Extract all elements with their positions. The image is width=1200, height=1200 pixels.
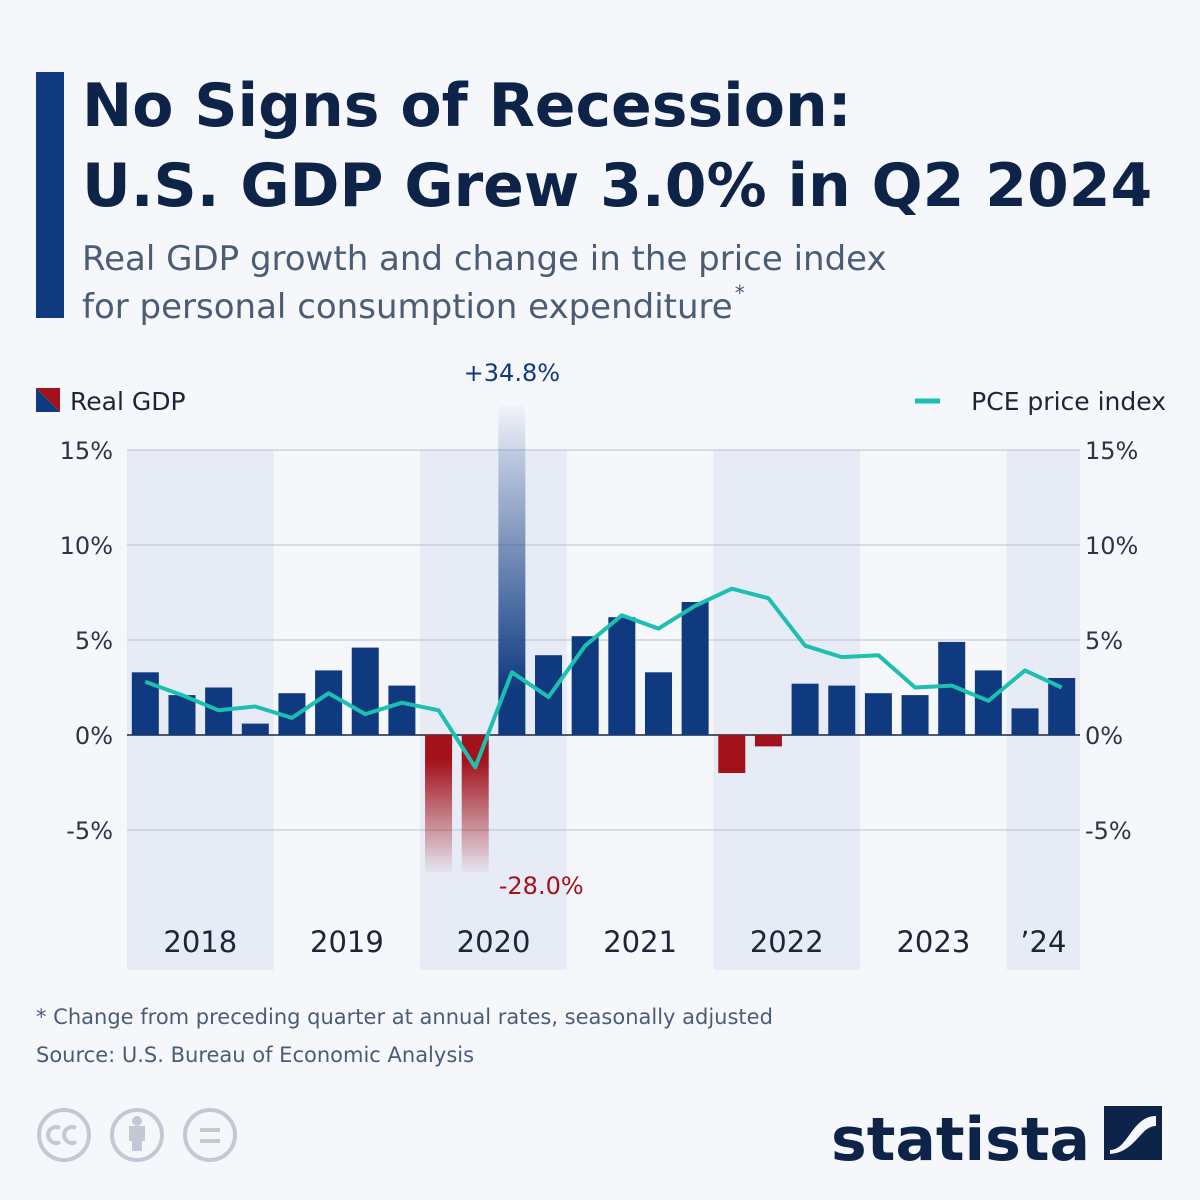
- x-group-label: 2018: [163, 925, 237, 959]
- bar: [168, 695, 196, 735]
- bar: [828, 685, 856, 735]
- bar: [754, 735, 782, 747]
- data-label: +34.8%: [464, 359, 560, 387]
- bar: [571, 636, 599, 735]
- bar: [864, 693, 892, 735]
- x-group-label: 2023: [896, 925, 970, 959]
- source: Source: U.S. Bureau of Economic Analysis: [36, 1043, 474, 1067]
- bar: [1011, 708, 1039, 735]
- by-icon: [110, 1108, 164, 1162]
- subtitle-note: *: [735, 281, 745, 305]
- bar: [241, 723, 269, 735]
- footnote: * Change from preceding quarter at annua…: [36, 1005, 773, 1029]
- legend-label: PCE price index: [971, 387, 1166, 416]
- bar: [681, 602, 709, 735]
- bar: [498, 405, 526, 735]
- y-tick-label: 0%: [75, 722, 113, 750]
- legend-swatch: [36, 388, 60, 412]
- chart-title: No Signs of Recession:: [82, 71, 852, 141]
- legend-label: Real GDP: [70, 387, 186, 416]
- bar: [131, 672, 159, 735]
- by-icon: [132, 1116, 142, 1126]
- license-icons: [37, 1108, 237, 1162]
- nd-icon: [200, 1128, 220, 1143]
- y-tick-label: 15%: [60, 437, 113, 465]
- cc-icon: [37, 1108, 91, 1162]
- y2-tick-label: -5%: [1085, 817, 1132, 845]
- bar: [644, 672, 672, 735]
- y2-tick-label: 15%: [1085, 437, 1138, 465]
- x-group-label: 2019: [310, 925, 384, 959]
- chart-subtitle: Real GDP growth and change in the price …: [82, 239, 887, 279]
- y-tick-label: -5%: [66, 817, 113, 845]
- bar: [425, 735, 453, 872]
- x-group-label: 2022: [750, 925, 824, 959]
- bar: [461, 735, 489, 872]
- legend: Real GDP PCE price index: [36, 387, 1166, 416]
- chart-title: U.S. GDP Grew 3.0% in Q2 2024: [82, 151, 1152, 221]
- brand-logo: statista: [831, 1105, 1090, 1175]
- y-tick-label: 5%: [75, 627, 113, 655]
- plot-area: 2018 2019 2020 2021 2022 2023 ’24 -5% 0% 5% 10% 15%…: [60, 359, 1138, 970]
- bar: [791, 683, 819, 735]
- x-group-label: 2021: [603, 925, 677, 959]
- y2-tick-label: 5%: [1085, 627, 1123, 655]
- brand-icon: [1110, 1116, 1156, 1154]
- bar: [315, 670, 343, 735]
- y2-tick-label: 10%: [1085, 532, 1138, 560]
- data-label: -28.0%: [499, 872, 584, 900]
- x-group-label: ’24: [1020, 925, 1066, 959]
- by-icon: [129, 1126, 145, 1151]
- nd-icon: [183, 1108, 237, 1162]
- x-group-label: 2020: [457, 925, 531, 959]
- bar: [351, 647, 379, 735]
- bar: [608, 617, 636, 735]
- y-tick-label: 10%: [60, 532, 113, 560]
- y2-tick-label: 0%: [1085, 722, 1123, 750]
- bar: [388, 685, 416, 735]
- title-accent: [36, 72, 64, 318]
- bar: [901, 695, 929, 735]
- cc-icon: [46, 1125, 77, 1145]
- line: [144, 586, 1063, 770]
- bar: [718, 735, 746, 773]
- chart-subtitle: for personal consumption expenditure: [82, 287, 733, 327]
